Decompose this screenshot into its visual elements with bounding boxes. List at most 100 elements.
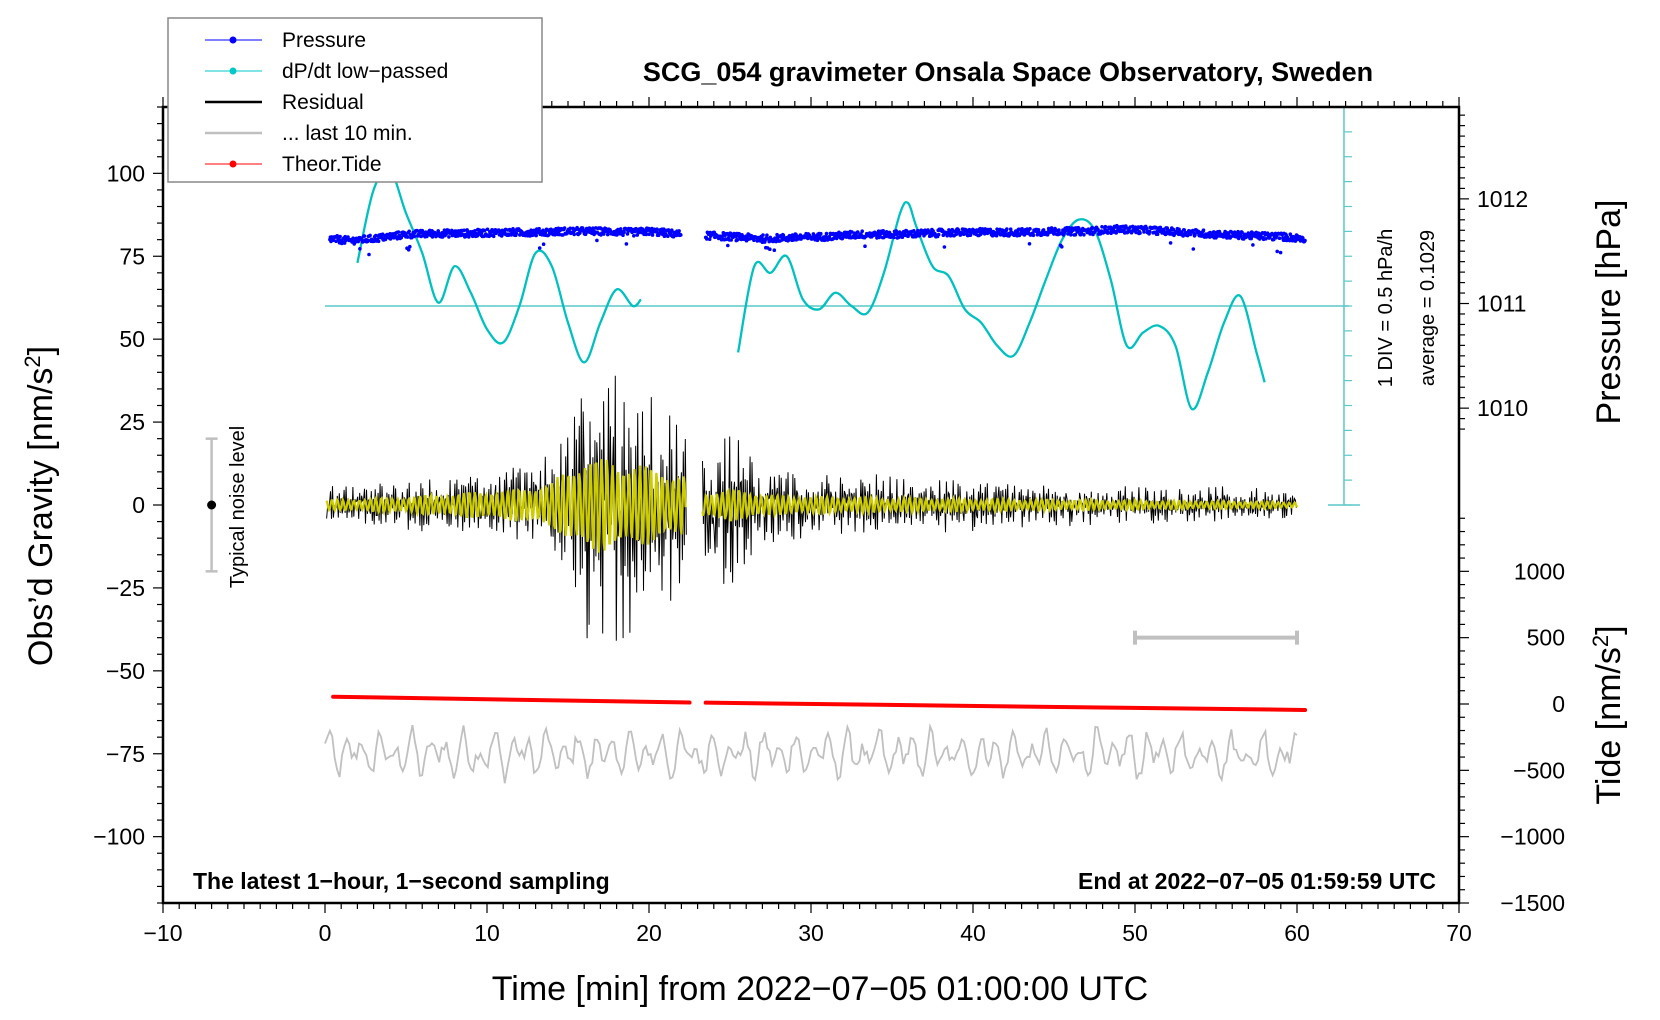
x-tick-label: 40 <box>960 920 986 946</box>
y-pressure-tick-label: 1010 <box>1477 395 1528 421</box>
y-tide-tick-label: −1500 <box>1500 890 1565 916</box>
pressure-dot <box>396 230 401 234</box>
y-left-tick-label: 100 <box>107 160 145 186</box>
pressure-dot <box>618 227 623 231</box>
pressure-dot <box>916 228 920 233</box>
pressure-dot <box>988 227 993 232</box>
last-10-min-trace <box>324 722 1298 784</box>
pressure-dot <box>892 235 896 240</box>
pressure-dot <box>362 234 367 238</box>
pressure-dot <box>1041 228 1046 232</box>
pressure-dot <box>1275 249 1279 254</box>
pressure-dot <box>473 229 477 233</box>
pressure-dot <box>622 230 626 234</box>
pressure-dot <box>1182 228 1186 232</box>
pressure-dot <box>1134 230 1138 235</box>
pressure-dot <box>670 228 674 232</box>
pressure-dot <box>412 234 417 239</box>
y-tide-tick-label: −500 <box>1513 757 1565 783</box>
pressure-dot <box>1155 232 1160 236</box>
y-left-tick-label: −50 <box>106 658 145 684</box>
dpdt-curve <box>736 201 1266 411</box>
y-left-axis-title-close: ] <box>22 346 60 355</box>
pressure-dot <box>338 234 342 239</box>
pressure-dot <box>752 238 756 242</box>
pressure-dot <box>358 247 362 251</box>
pressure-dot <box>1106 230 1111 235</box>
pressure-dot <box>1301 236 1305 240</box>
y-left-tick-label: −100 <box>93 824 145 850</box>
y-left-axis-title-sup: 2 <box>20 355 45 367</box>
pressure-dot <box>462 228 467 233</box>
pressure-dot <box>456 234 460 238</box>
pressure-dots <box>703 223 1307 255</box>
pressure-dot <box>936 232 941 237</box>
noise-level-label: Typical noise level <box>227 426 249 588</box>
pressure-dot <box>850 230 854 234</box>
y-tide-tick-label: −1000 <box>1500 824 1565 850</box>
pressure-dot <box>1073 233 1078 237</box>
pressure-dot <box>666 234 670 238</box>
pressure-dot <box>644 232 648 237</box>
tide-line <box>331 694 692 705</box>
y-tide-tick-label: 1000 <box>1514 558 1565 584</box>
pressure-dot <box>1264 237 1268 241</box>
pressure-dot <box>399 235 404 240</box>
legend-marker <box>229 36 237 44</box>
pressure-dot <box>1191 228 1195 233</box>
pressure-dot <box>605 232 610 237</box>
pressure-dot <box>824 231 829 236</box>
y-right-tide-title-base: Tide [nm/s <box>1590 647 1628 804</box>
pressure-dot <box>534 233 538 238</box>
pressure-dot <box>366 239 370 244</box>
pressure-dot <box>621 233 625 237</box>
pressure-dot <box>1090 226 1095 230</box>
pressure-dot <box>961 232 966 236</box>
pressure-dot <box>383 237 388 242</box>
y-right-tide-title-close: ] <box>1590 625 1628 634</box>
pressure-dot <box>1147 229 1152 234</box>
pressure-dot <box>1145 227 1149 231</box>
pressure-dot <box>707 237 712 241</box>
pressure-dot <box>1069 233 1073 237</box>
pressure-dot <box>407 229 412 234</box>
pressure-dot <box>726 243 730 248</box>
pressure-dot <box>941 233 946 237</box>
plot-area <box>205 106 1360 784</box>
pressure-dot <box>735 238 740 242</box>
pressure-dot <box>537 246 542 250</box>
pressure-dot <box>415 228 420 233</box>
pressure-dot <box>1217 229 1222 234</box>
legend-marker <box>229 67 237 75</box>
pressure-dot <box>1290 238 1295 243</box>
pressure-dot <box>1142 230 1146 234</box>
noise-bar-center <box>207 500 217 510</box>
pressure-dot <box>406 248 411 252</box>
pressure-dot <box>1005 227 1009 231</box>
pressure-dot <box>994 233 999 238</box>
pressure-dot <box>1193 233 1197 237</box>
legend-label: dP/dt low−passed <box>282 60 448 83</box>
pressure-dot <box>543 230 548 235</box>
pressure-dot <box>650 233 655 237</box>
legend-label: Theor.Tide <box>282 153 382 176</box>
pressure-dot <box>562 226 567 230</box>
dpdt-curve <box>356 167 642 364</box>
pressure-dot <box>705 237 709 241</box>
pressure-dot <box>632 234 636 238</box>
pressure-dot <box>819 231 823 236</box>
y-tide-tick-label: 500 <box>1527 625 1565 651</box>
pressure-dot <box>768 247 772 251</box>
annotation-bottom-right: End at 2022−07−05 01:59:59 UTC <box>1078 868 1436 894</box>
y-left-tick-label: −25 <box>106 575 145 601</box>
pressure-dot <box>1028 227 1032 231</box>
pressure-dot <box>1188 232 1193 237</box>
legend-marker <box>229 160 237 168</box>
y-left-tick-label: 0 <box>132 492 145 518</box>
pressure-dot <box>624 242 629 246</box>
legend-label: ... last 10 min. <box>282 122 413 145</box>
x-tick-label: 70 <box>1446 920 1472 946</box>
div-scale-label: 1 DIV = 0.5 hPa/h <box>1375 229 1397 387</box>
pressure-dot <box>847 232 852 237</box>
chart-title: SCG_054 gravimeter Onsala Space Observat… <box>643 57 1373 87</box>
